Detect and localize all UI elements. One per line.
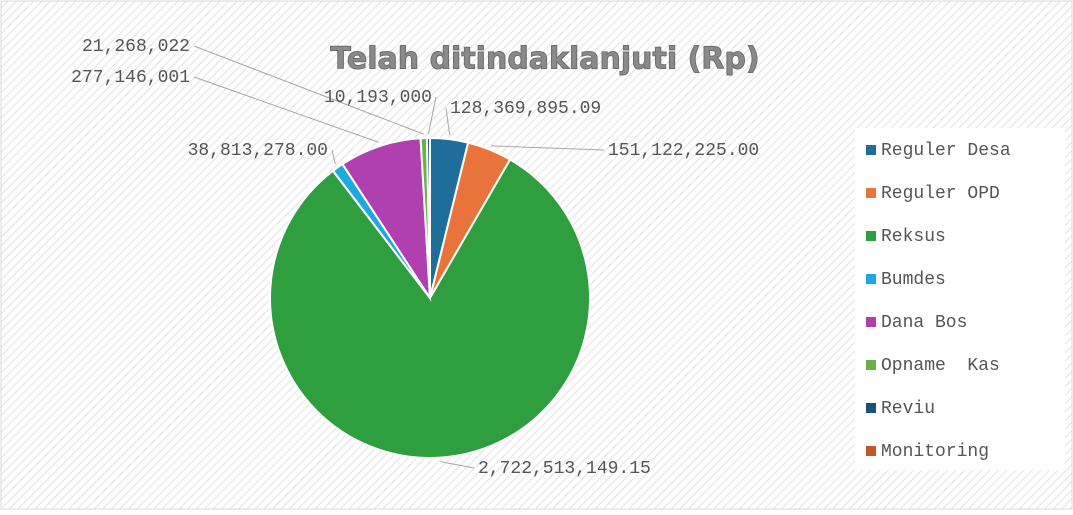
leader-line — [331, 149, 336, 165]
legend-label: Bumdes — [881, 270, 946, 290]
data-label: 21,268,022 — [82, 37, 190, 57]
pie-slice — [425, 136, 431, 299]
leader-line — [193, 45, 424, 135]
legend-label: Monitoring — [881, 442, 989, 462]
legend-label: Reksus — [881, 227, 946, 247]
legend-swatch — [866, 188, 876, 198]
legend-label: Reguler Desa — [881, 141, 1011, 161]
legend-label: Reguler OPD — [881, 184, 1000, 204]
leader-line — [427, 96, 437, 135]
legend-label: Reviu — [881, 399, 935, 419]
legend-swatch — [866, 274, 876, 284]
leader-line — [445, 107, 451, 136]
legend-swatch — [866, 145, 876, 155]
leader-line — [491, 145, 605, 151]
legend-background — [855, 128, 1065, 470]
data-label: 277,146,001 — [71, 68, 190, 88]
legend-swatch — [866, 317, 876, 327]
data-label: 10,193,000 — [324, 88, 432, 108]
legend-swatch — [866, 360, 876, 370]
data-label: 128,369,895.09 — [450, 99, 601, 119]
data-label: 2,722,513,149.15 — [478, 459, 651, 479]
data-label: 38,813,278.00 — [188, 141, 328, 161]
leader-line — [193, 76, 379, 143]
legend-label: Opname Kas — [881, 356, 1000, 376]
legend-swatch — [866, 231, 876, 241]
legend-swatch — [866, 403, 876, 413]
pie-slice — [269, 158, 591, 459]
legend-swatch — [866, 446, 876, 456]
legend-label: Dana Bos — [881, 313, 967, 333]
chart-title: Telah ditindaklanjuti (Rp) — [330, 42, 759, 77]
leader-line — [440, 461, 475, 469]
data-label: 151,122,225.00 — [608, 141, 759, 161]
